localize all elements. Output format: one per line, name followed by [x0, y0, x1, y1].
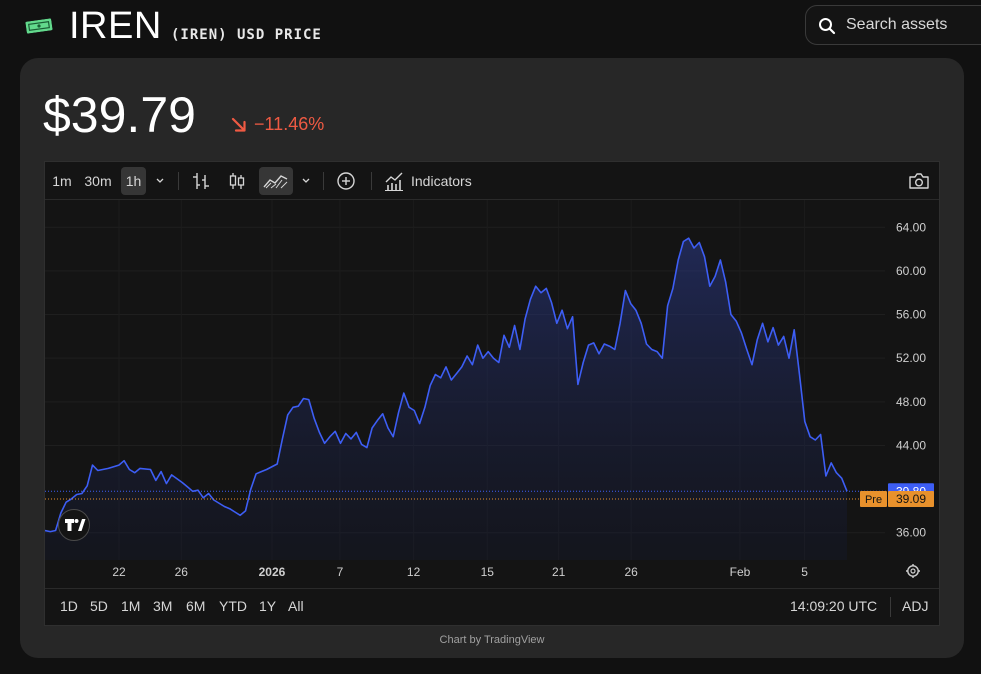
- area-chart-button[interactable]: [259, 167, 293, 195]
- top-bar: IREN (IREN) USD PRICE: [0, 0, 981, 56]
- add-circle-icon: [337, 172, 355, 190]
- price-chart[interactable]: 64.00 60.00 56.00 52.00 48.00 44.00 36.00 22 26…: [45, 200, 939, 588]
- pre-market-badge: [860, 491, 887, 508]
- bar-chart-button[interactable]: [189, 167, 213, 195]
- y-tick-label: 36.00: [896, 526, 926, 540]
- chart-toolbar: 1m 30m 1h: [45, 162, 939, 200]
- chart-bottom-bar: 1D 5D 1M 3M 6M YTD 1Y All 14:09:20 UTC A…: [45, 588, 939, 625]
- price-area-fill: [45, 238, 847, 560]
- y-tick-label: 64.00: [896, 220, 926, 234]
- interval-1h[interactable]: 1h: [121, 167, 146, 195]
- range-6m[interactable]: 6M: [186, 598, 206, 614]
- x-axis: 22 26 2026 7 12 15 21 26 Feb 5: [112, 565, 808, 579]
- toolbar-divider: [371, 172, 372, 190]
- pre-market-label: Pre: [865, 494, 882, 506]
- bottom-bar-divider: [890, 597, 891, 617]
- chart-settings-button[interactable]: [906, 564, 920, 578]
- x-tick-label: 7: [337, 565, 344, 579]
- cash-icon: [25, 18, 53, 34]
- range-5d[interactable]: 5D: [90, 598, 108, 614]
- indicators-icon: [385, 172, 403, 191]
- toolbar-divider: [178, 172, 179, 190]
- candlestick-button[interactable]: [225, 167, 249, 195]
- pre-market-price-tag: [888, 491, 934, 508]
- x-tick-label: 22: [112, 565, 126, 579]
- y-axis: 64.00 60.00 56.00 52.00 48.00 44.00 36.00: [896, 220, 926, 539]
- price-line: [45, 237, 848, 533]
- x-tick-label: 12: [407, 565, 421, 579]
- range-all[interactable]: All: [288, 598, 304, 614]
- x-tick-label: 15: [481, 565, 495, 579]
- chevron-down-icon: [302, 178, 310, 183]
- range-1y[interactable]: 1Y: [259, 598, 277, 614]
- price-card: $39.79 −11.46% 1m 30m 1h: [20, 58, 964, 658]
- chart-type-dropdown[interactable]: [299, 167, 313, 195]
- range-1d[interactable]: 1D: [60, 598, 78, 614]
- indicators-button[interactable]: Indicators: [383, 167, 479, 195]
- x-tick-label: 2026: [259, 565, 286, 579]
- pre-market-price-label: 39.09: [896, 492, 926, 506]
- compare-button[interactable]: [334, 167, 358, 195]
- chevron-down-icon: [156, 178, 164, 183]
- x-tick-label: 21: [552, 565, 566, 579]
- x-tick-label: 5: [801, 565, 808, 579]
- adjust-toggle[interactable]: ADJ: [902, 598, 929, 614]
- y-tick-label: 56.00: [896, 308, 926, 322]
- y-tick-label: 44.00: [896, 438, 926, 452]
- chart-widget: 1m 30m 1h: [44, 161, 940, 626]
- x-tick-label: Feb: [730, 565, 751, 579]
- candlestick-icon: [229, 173, 245, 189]
- x-tick-label: 26: [175, 565, 189, 579]
- x-tick-label: 26: [624, 565, 638, 579]
- interval-dropdown[interactable]: [151, 167, 169, 195]
- current-time[interactable]: 14:09:20 UTC: [790, 598, 878, 614]
- range-ytd[interactable]: YTD: [219, 598, 247, 614]
- arrow-down-right-icon: [231, 117, 246, 132]
- range-3m[interactable]: 3M: [153, 598, 173, 614]
- search-icon: [819, 18, 836, 35]
- search-box[interactable]: [805, 5, 981, 45]
- search-input[interactable]: [846, 14, 981, 36]
- asset-subtitle: (IREN) USD PRICE: [171, 27, 322, 43]
- area-chart-icon: [263, 175, 288, 189]
- chart-credit[interactable]: Chart by TradingView: [439, 634, 545, 646]
- price-change: −11.46%: [230, 114, 324, 135]
- asset-title: IREN: [69, 5, 162, 47]
- current-price: $39.79: [43, 87, 196, 143]
- toolbar-divider: [323, 172, 324, 190]
- indicators-label: Indicators: [411, 173, 472, 189]
- interval-1m[interactable]: 1m: [52, 173, 72, 189]
- screenshot-button[interactable]: [907, 167, 931, 195]
- y-tick-label: 48.00: [896, 395, 926, 409]
- range-1m[interactable]: 1M: [121, 598, 141, 614]
- camera-icon: [909, 173, 929, 189]
- interval-30m[interactable]: 30m: [84, 173, 112, 189]
- tradingview-logo[interactable]: [58, 509, 90, 541]
- y-tick-label: 52.00: [896, 351, 926, 365]
- price-change-value: −11.46%: [254, 114, 325, 134]
- y-tick-label: 60.00: [896, 264, 926, 278]
- bar-chart-icon: [193, 173, 209, 189]
